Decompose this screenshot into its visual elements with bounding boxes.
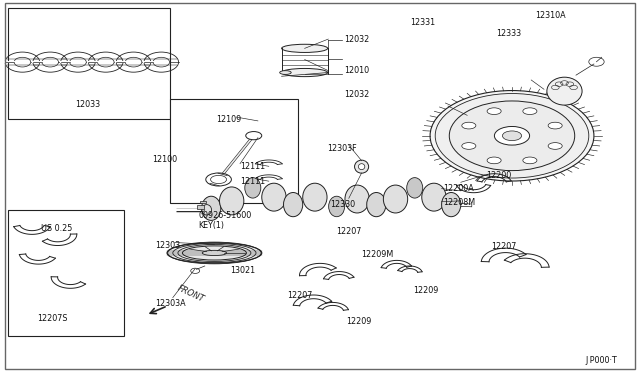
Text: 12207: 12207 [336, 227, 362, 236]
Ellipse shape [494, 126, 530, 145]
Text: 12200: 12200 [486, 171, 511, 180]
Ellipse shape [442, 193, 461, 217]
Ellipse shape [206, 173, 232, 186]
Ellipse shape [345, 185, 369, 213]
Bar [8, 8, 170, 119]
Ellipse shape [523, 108, 537, 115]
Text: 12109: 12109 [216, 115, 241, 124]
Text: 00926-51600: 00926-51600 [198, 211, 252, 220]
Text: 12303F: 12303F [328, 144, 357, 153]
Ellipse shape [202, 250, 227, 256]
Text: 12209M: 12209M [361, 250, 393, 259]
Ellipse shape [422, 183, 446, 211]
Text: KEY(1): KEY(1) [198, 221, 225, 230]
Text: 12208M: 12208M [444, 198, 476, 207]
Bar [170, 99, 298, 203]
Ellipse shape [462, 122, 476, 129]
Ellipse shape [430, 90, 594, 181]
Ellipse shape [547, 77, 582, 105]
Text: 12333: 12333 [496, 29, 522, 38]
Ellipse shape [280, 71, 291, 74]
Text: 12032: 12032 [344, 35, 369, 44]
Text: 12111: 12111 [240, 162, 265, 171]
Ellipse shape [202, 205, 211, 215]
Ellipse shape [220, 187, 244, 215]
Ellipse shape [502, 131, 522, 141]
Ellipse shape [182, 246, 246, 260]
Text: 13021: 13021 [230, 266, 255, 275]
Ellipse shape [449, 101, 575, 171]
Ellipse shape [462, 142, 476, 149]
Ellipse shape [246, 132, 262, 140]
Text: 12209: 12209 [346, 317, 371, 326]
Ellipse shape [487, 157, 501, 164]
Ellipse shape [211, 175, 227, 183]
Text: US 0.25: US 0.25 [41, 224, 72, 233]
Text: 12032: 12032 [344, 90, 369, 99]
Text: 12033: 12033 [75, 100, 100, 109]
Ellipse shape [167, 243, 262, 263]
Text: J P000·T: J P000·T [586, 356, 618, 365]
Text: 12111: 12111 [240, 177, 265, 186]
Ellipse shape [245, 178, 261, 198]
Bar [8, 210, 124, 336]
Text: 12303: 12303 [156, 241, 180, 250]
Text: 12207: 12207 [492, 242, 517, 251]
Text: 12010: 12010 [344, 66, 369, 75]
Ellipse shape [407, 178, 423, 198]
Ellipse shape [367, 193, 386, 217]
Ellipse shape [487, 108, 501, 115]
Ellipse shape [282, 68, 328, 77]
Text: 12207S: 12207S [37, 314, 68, 323]
Ellipse shape [262, 183, 286, 211]
Ellipse shape [435, 93, 589, 178]
Ellipse shape [284, 193, 303, 217]
Ellipse shape [202, 196, 221, 220]
Ellipse shape [548, 142, 562, 149]
Ellipse shape [329, 196, 344, 217]
Ellipse shape [358, 164, 365, 170]
Text: 12100: 12100 [152, 155, 177, 164]
Text: 12200A: 12200A [444, 184, 474, 193]
Ellipse shape [303, 183, 327, 211]
Text: 12331: 12331 [410, 18, 435, 27]
Text: FRONT: FRONT [176, 283, 206, 304]
Ellipse shape [548, 122, 562, 129]
Ellipse shape [383, 185, 408, 213]
Bar [200, 201, 206, 203]
Text: 12303A: 12303A [156, 299, 186, 308]
Ellipse shape [355, 160, 369, 173]
Text: 12207: 12207 [287, 291, 312, 300]
Text: 12209: 12209 [413, 286, 439, 295]
Text: 12330: 12330 [330, 200, 355, 209]
Bar [197, 205, 204, 209]
Text: 12310A: 12310A [535, 11, 566, 20]
Ellipse shape [523, 157, 537, 164]
Ellipse shape [282, 44, 328, 52]
